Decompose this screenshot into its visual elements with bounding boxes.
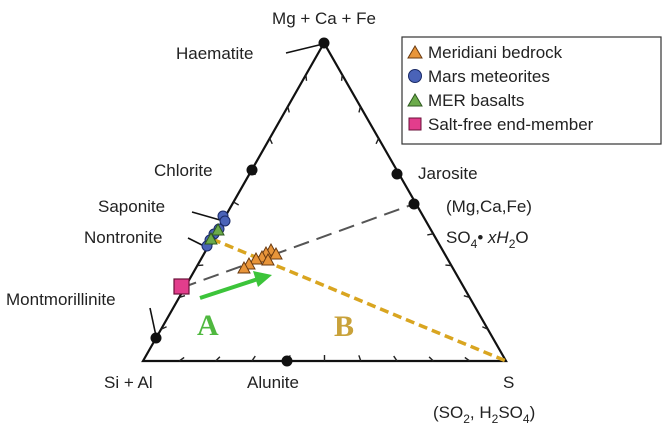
sulfate-label-line2: SO4• xH2O bbox=[446, 228, 529, 251]
vertex-right-label: S bbox=[503, 373, 514, 392]
saponite-leader bbox=[191, 211, 221, 221]
legend-box bbox=[401, 36, 662, 145]
meridiani-bedrock-markers bbox=[237, 242, 283, 274]
haematite-dot bbox=[318, 37, 330, 49]
legend-meteorites-icon bbox=[408, 69, 422, 83]
tick-mark bbox=[482, 326, 489, 330]
tick-mark bbox=[340, 74, 343, 81]
formula-part: SO bbox=[498, 403, 523, 422]
tick-mark bbox=[305, 74, 308, 81]
jarosite-label: Jarosite bbox=[418, 164, 478, 183]
legend-basalts-label: MER basalts bbox=[428, 91, 524, 110]
formula-part: ) bbox=[530, 403, 536, 422]
formula-part: • xH bbox=[477, 228, 509, 247]
subscript: 4 bbox=[471, 237, 478, 251]
tick-mark bbox=[269, 138, 273, 145]
tick-mark bbox=[393, 355, 398, 362]
tick-mark bbox=[160, 326, 167, 330]
chlorite-label: Chlorite bbox=[154, 161, 213, 180]
tick-mark bbox=[287, 106, 290, 113]
legend-meteorites-label: Mars meteorites bbox=[428, 67, 550, 86]
montmorillinite-leader bbox=[149, 307, 157, 337]
tick-mark bbox=[428, 356, 434, 362]
tick-mark bbox=[178, 356, 185, 362]
tick-mark bbox=[427, 233, 434, 236]
bedrock-point bbox=[269, 246, 283, 260]
mer-basalts-markers bbox=[204, 222, 225, 245]
tick-mark bbox=[358, 355, 362, 362]
tick-mark bbox=[215, 356, 221, 362]
sulfate-label-line1: (Mg,Ca,Fe) bbox=[446, 197, 532, 216]
tick-mark bbox=[233, 201, 240, 206]
jarosite-dot bbox=[391, 168, 403, 180]
legend-basalts-icon bbox=[407, 93, 423, 107]
vertex-top-label: Mg + Ca + Fe bbox=[272, 9, 376, 28]
sulfate-dot bbox=[408, 198, 420, 210]
dashed-line-b bbox=[211, 237, 507, 363]
legend-saltfree-icon bbox=[408, 117, 422, 131]
formula-part: SO bbox=[446, 228, 471, 247]
bedrock-point bbox=[261, 252, 275, 266]
formula-part: O bbox=[515, 228, 528, 247]
basalt-point bbox=[211, 222, 225, 236]
bedrock-point bbox=[237, 260, 251, 274]
arrow-a bbox=[199, 277, 259, 300]
subscript: 2 bbox=[463, 412, 470, 426]
formula-part: (SO bbox=[433, 403, 463, 422]
arrow-a-label: A bbox=[197, 309, 219, 342]
legend-meridiani-icon bbox=[407, 45, 423, 59]
chlorite-dot bbox=[246, 164, 258, 176]
legend-meridiani-label: Meridiani bedrock bbox=[428, 43, 563, 62]
legend: Meridiani bedrock Mars meteorites MER ba… bbox=[401, 36, 662, 145]
alunite-label: Alunite bbox=[247, 373, 299, 392]
tick-mark bbox=[464, 356, 471, 362]
alunite-dot bbox=[281, 355, 293, 367]
nontronite-label: Nontronite bbox=[84, 228, 162, 247]
bedrock-point bbox=[249, 251, 263, 265]
arrow-a-head bbox=[253, 271, 272, 287]
nontronite-leader bbox=[187, 237, 205, 247]
basalt-point bbox=[204, 231, 218, 245]
vertex-left-label: Si + Al bbox=[104, 373, 153, 392]
montmorillinite-dot bbox=[150, 332, 162, 344]
tick-mark bbox=[358, 106, 362, 113]
subscript: 2 bbox=[509, 237, 516, 251]
arrow-b-label: B bbox=[334, 310, 354, 343]
subscript: 2 bbox=[492, 412, 499, 426]
subscript: 4 bbox=[523, 412, 530, 426]
haematite-label: Haematite bbox=[176, 44, 253, 63]
tick-mark bbox=[463, 295, 470, 299]
tick-mark bbox=[375, 138, 380, 145]
tick-mark bbox=[179, 295, 186, 299]
tick-mark bbox=[251, 355, 256, 362]
salt-free-marker bbox=[173, 278, 190, 295]
saponite-label: Saponite bbox=[98, 197, 165, 216]
dashed-line-sulfate bbox=[180, 203, 415, 289]
formula-part: , H bbox=[470, 403, 492, 422]
vertex-right-formula: (SO2, H2SO4) bbox=[433, 403, 535, 426]
haematite-leader bbox=[285, 44, 320, 54]
montmorillinite-label: Montmorillinite bbox=[6, 290, 116, 309]
legend-saltfree-label: Salt-free end-member bbox=[428, 115, 594, 134]
meteorite-point bbox=[219, 215, 231, 227]
